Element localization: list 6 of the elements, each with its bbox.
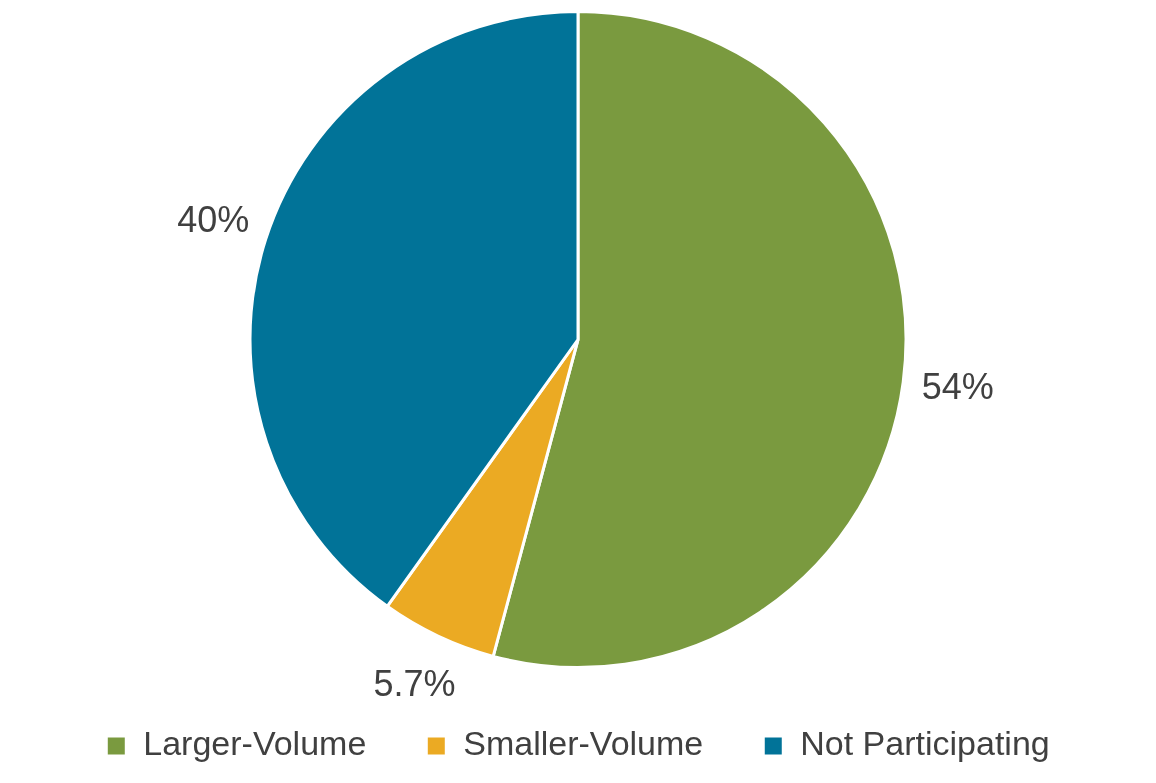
data-label: 40%: [177, 199, 250, 241]
data-label: 54%: [921, 366, 994, 408]
data-label: 5.7%: [373, 662, 456, 704]
legend-label: Larger-Volume: [143, 724, 367, 763]
legend-label: Smaller-Volume: [463, 724, 704, 763]
legend-label: Not Participating: [800, 724, 1050, 763]
